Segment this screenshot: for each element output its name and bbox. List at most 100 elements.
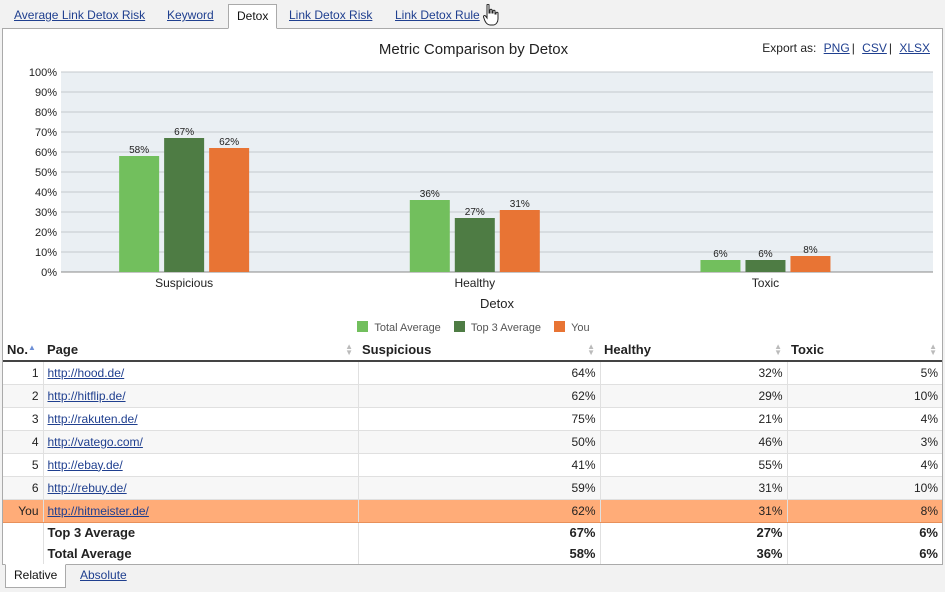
suspicious-value: 59%: [358, 476, 601, 500]
bar-value-label: 58%: [129, 145, 149, 156]
page-link[interactable]: http://rebuy.de/: [47, 480, 127, 495]
column-header-toxic[interactable]: Toxic ▲ ▼: [787, 339, 942, 362]
page-link[interactable]: http://vatego.com/: [47, 434, 143, 449]
legend-swatch-top3-average: [453, 321, 465, 332]
y-tick-label: 100%: [29, 67, 57, 79]
table-row: 3 http://rakuten.de/ 75% 21% 4%: [3, 407, 942, 431]
page-link[interactable]: http://hood.de/: [47, 365, 125, 380]
tab-link-detox-rule[interactable]: Link Detox Rule: [395, 8, 480, 22]
page-link[interactable]: http://hitflip.de/: [47, 388, 126, 403]
x-category-label: Toxic: [752, 276, 779, 290]
legend-swatch-you: [554, 321, 566, 332]
export-png-link[interactable]: PNG: [823, 41, 850, 55]
suspicious-value: 75%: [358, 407, 601, 431]
table-row: 6 http://rebuy.de/ 59% 31% 10%: [3, 476, 942, 500]
page-link[interactable]: http://rakuten.de/: [47, 411, 138, 426]
bar: [454, 218, 495, 272]
healthy-value: 31%: [600, 499, 788, 523]
y-tick-label: 70%: [35, 127, 57, 139]
bar: [745, 260, 786, 272]
table-row: 4 http://vatego.com/ 50% 46% 3%: [3, 430, 942, 454]
healthy-value: 32%: [600, 361, 788, 385]
you-row: You http://hitmeister.de/ 62% 31% 8%: [3, 499, 942, 523]
y-tick-label: 10%: [35, 247, 57, 259]
suspicious-value: 67%: [358, 521, 601, 543]
healthy-value: 29%: [600, 384, 788, 408]
suspicious-value: 64%: [358, 361, 601, 385]
bar: [499, 210, 540, 272]
sort-icon: ▲ ▼: [929, 342, 937, 357]
row-number: 4: [3, 430, 44, 454]
bar-value-label: 62%: [219, 137, 239, 148]
chart-title: Metric Comparison by Detox: [378, 41, 569, 58]
aggregate-label: Top 3 Average: [43, 521, 359, 543]
row-number: 6: [3, 476, 44, 500]
bar-value-label: 6%: [713, 249, 728, 260]
bar: [790, 256, 831, 272]
toxic-value: 10%: [787, 384, 942, 408]
row-number: 1: [3, 361, 44, 385]
aggregate-label: Total Average: [43, 543, 359, 564]
y-tick-label: 0%: [41, 267, 57, 279]
column-header-healthy[interactable]: Healthy ▲ ▼: [600, 339, 787, 362]
column-header-no[interactable]: No.▲: [3, 339, 43, 362]
x-axis-title: Detox: [480, 296, 514, 311]
bar: [700, 260, 741, 272]
legend-swatch-total-average: [357, 321, 369, 332]
legend-item-top3-average[interactable]: Top 3 Average: [453, 321, 541, 334]
y-tick-label: 50%: [35, 167, 57, 179]
sort-icon: ▲ ▼: [587, 342, 595, 357]
page-link[interactable]: http://ebay.de/: [47, 457, 123, 472]
suspicious-value: 62%: [358, 499, 601, 523]
y-tick-label: 80%: [35, 107, 57, 119]
export-separator: |: [888, 41, 892, 55]
healthy-value: 27%: [600, 521, 788, 543]
table-row: 5 http://ebay.de/ 41% 55% 4%: [3, 453, 942, 477]
toxic-value: 5%: [787, 361, 942, 385]
row-number: 3: [3, 407, 44, 431]
sort-icon: ▲ ▼: [774, 342, 782, 357]
export-csv-link[interactable]: CSV: [862, 41, 887, 55]
tab-detox[interactable]: Detox: [228, 4, 278, 29]
table-row: 2 http://hitflip.de/ 62% 29% 10%: [3, 384, 942, 408]
row-number: 5: [3, 453, 44, 477]
toxic-value: 6%: [787, 521, 942, 543]
chart-legend: Total Average Top 3 Average You: [3, 321, 944, 334]
legend-item-total-average[interactable]: Total Average: [357, 321, 441, 334]
x-category-label: Healthy: [454, 276, 495, 290]
legend-label: You: [571, 322, 590, 334]
aggregate-row-total: Total Average 58% 36% 6%: [3, 543, 942, 564]
tab-average-link-detox-risk[interactable]: Average Link Detox Risk: [14, 8, 146, 22]
bottom-tab-bar: Relative Absolute: [0, 564, 945, 592]
y-tick-label: 40%: [35, 187, 57, 199]
healthy-value: 31%: [600, 476, 788, 500]
suspicious-value: 41%: [358, 453, 601, 477]
tab-absolute[interactable]: Absolute: [80, 568, 127, 582]
export-label: Export as:: [762, 41, 817, 55]
x-category-label: Suspicious: [155, 276, 213, 290]
row-number: 2: [3, 384, 44, 408]
y-tick-label: 60%: [35, 147, 57, 159]
legend-item-you[interactable]: You: [554, 321, 590, 334]
bar: [119, 156, 160, 272]
y-tick-label: 90%: [35, 87, 57, 99]
page-link[interactable]: http://hitmeister.de/: [47, 503, 149, 518]
export-options: Export as: PNG | CSV | XLSX: [762, 41, 930, 55]
row-number: You: [3, 499, 44, 523]
tab-link-detox-risk[interactable]: Link Detox Risk: [289, 8, 373, 22]
bar-value-label: 27%: [465, 207, 485, 218]
detox-panel: Metric Comparison by Detox Export as: PN…: [2, 28, 943, 565]
bar: [409, 200, 450, 272]
healthy-value: 46%: [600, 430, 788, 454]
export-xlsx-link[interactable]: XLSX: [899, 41, 930, 55]
suspicious-value: 58%: [358, 543, 601, 564]
suspicious-value: 62%: [358, 384, 601, 408]
tab-relative[interactable]: Relative: [5, 564, 67, 588]
column-header-page[interactable]: Page ▲ ▼: [43, 339, 358, 362]
toxic-value: 10%: [787, 476, 942, 500]
column-header-suspicious[interactable]: Suspicious ▲ ▼: [358, 339, 600, 362]
toxic-value: 6%: [787, 543, 942, 564]
tab-keyword[interactable]: Keyword: [167, 8, 214, 22]
legend-label: Total Average: [374, 322, 441, 334]
table-header-row: No.▲ Page ▲ ▼ Suspicious ▲ ▼ Healthy ▲ ▼ Toxic…: [3, 339, 942, 362]
